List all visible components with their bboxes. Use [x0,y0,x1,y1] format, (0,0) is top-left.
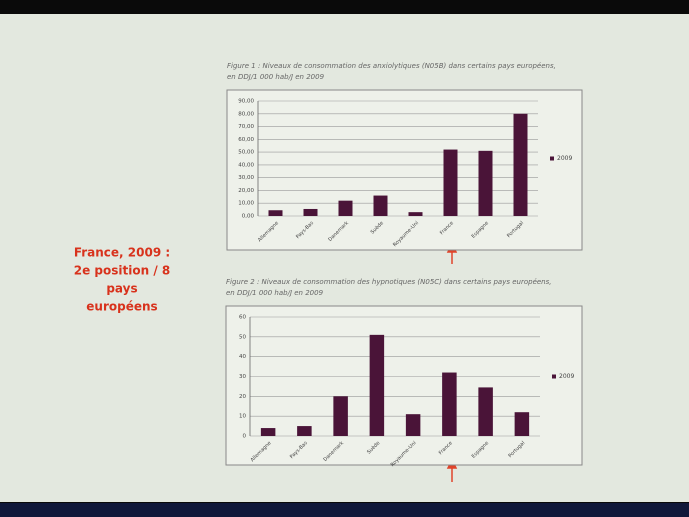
y-tick-label: 20 [239,394,246,400]
legend-label: 2009 [557,155,572,162]
y-tick-label: 50 [239,334,246,340]
note-line: pays [106,282,137,296]
bar [369,334,385,436]
chart-title: Figure 1 : Niveaux de consommation des a… [227,62,556,70]
y-tick-label: 90,00 [238,99,254,105]
chart-subtitle: en DDJ/1 000 hab/J en 2009 [226,289,324,297]
bar [303,208,318,216]
bar [297,426,312,436]
note-line: européens [86,300,157,314]
bar [443,149,458,216]
bar [513,113,528,216]
bar [338,200,353,216]
bar [333,396,348,436]
y-tick-label: 50,00 [238,150,254,156]
legend-swatch [552,374,556,379]
y-tick-label: 80,00 [238,111,254,117]
legend-label: 2009 [559,373,574,380]
y-tick-label: 0,00 [242,214,255,220]
slide-note: France, 2009 : 2e position / 8 pays euro… [74,246,170,314]
bar [478,150,493,216]
bar [260,428,276,436]
chart-title: Figure 2 : Niveaux de consommation des h… [226,278,552,286]
legend-swatch [550,156,554,161]
chart-frame [225,305,583,466]
bar [408,212,423,216]
bar [442,372,457,436]
y-tick-label: 40,00 [238,162,254,168]
y-tick-label: 10,00 [238,201,254,207]
y-tick-label: 30,00 [238,175,254,181]
bar [514,412,530,436]
y-tick-label: 20,00 [238,188,254,194]
bar [268,210,283,216]
bottom-bar [0,503,689,517]
bar [478,387,493,436]
y-tick-label: 60 [239,315,246,321]
y-tick-label: 30 [239,374,246,380]
y-tick-label: 10 [239,414,246,420]
y-tick-label: 0 [243,434,247,440]
y-tick-label: 40 [239,354,246,360]
note-line: France, 2009 : [74,246,170,260]
y-tick-label: 60,00 [238,137,254,143]
chart-subtitle: en DDJ/1 000 hab/J en 2009 [227,73,325,81]
y-tick-label: 70,00 [238,124,254,130]
bar [405,414,421,436]
bar [373,195,388,216]
note-line: 2e position / 8 [74,264,170,278]
